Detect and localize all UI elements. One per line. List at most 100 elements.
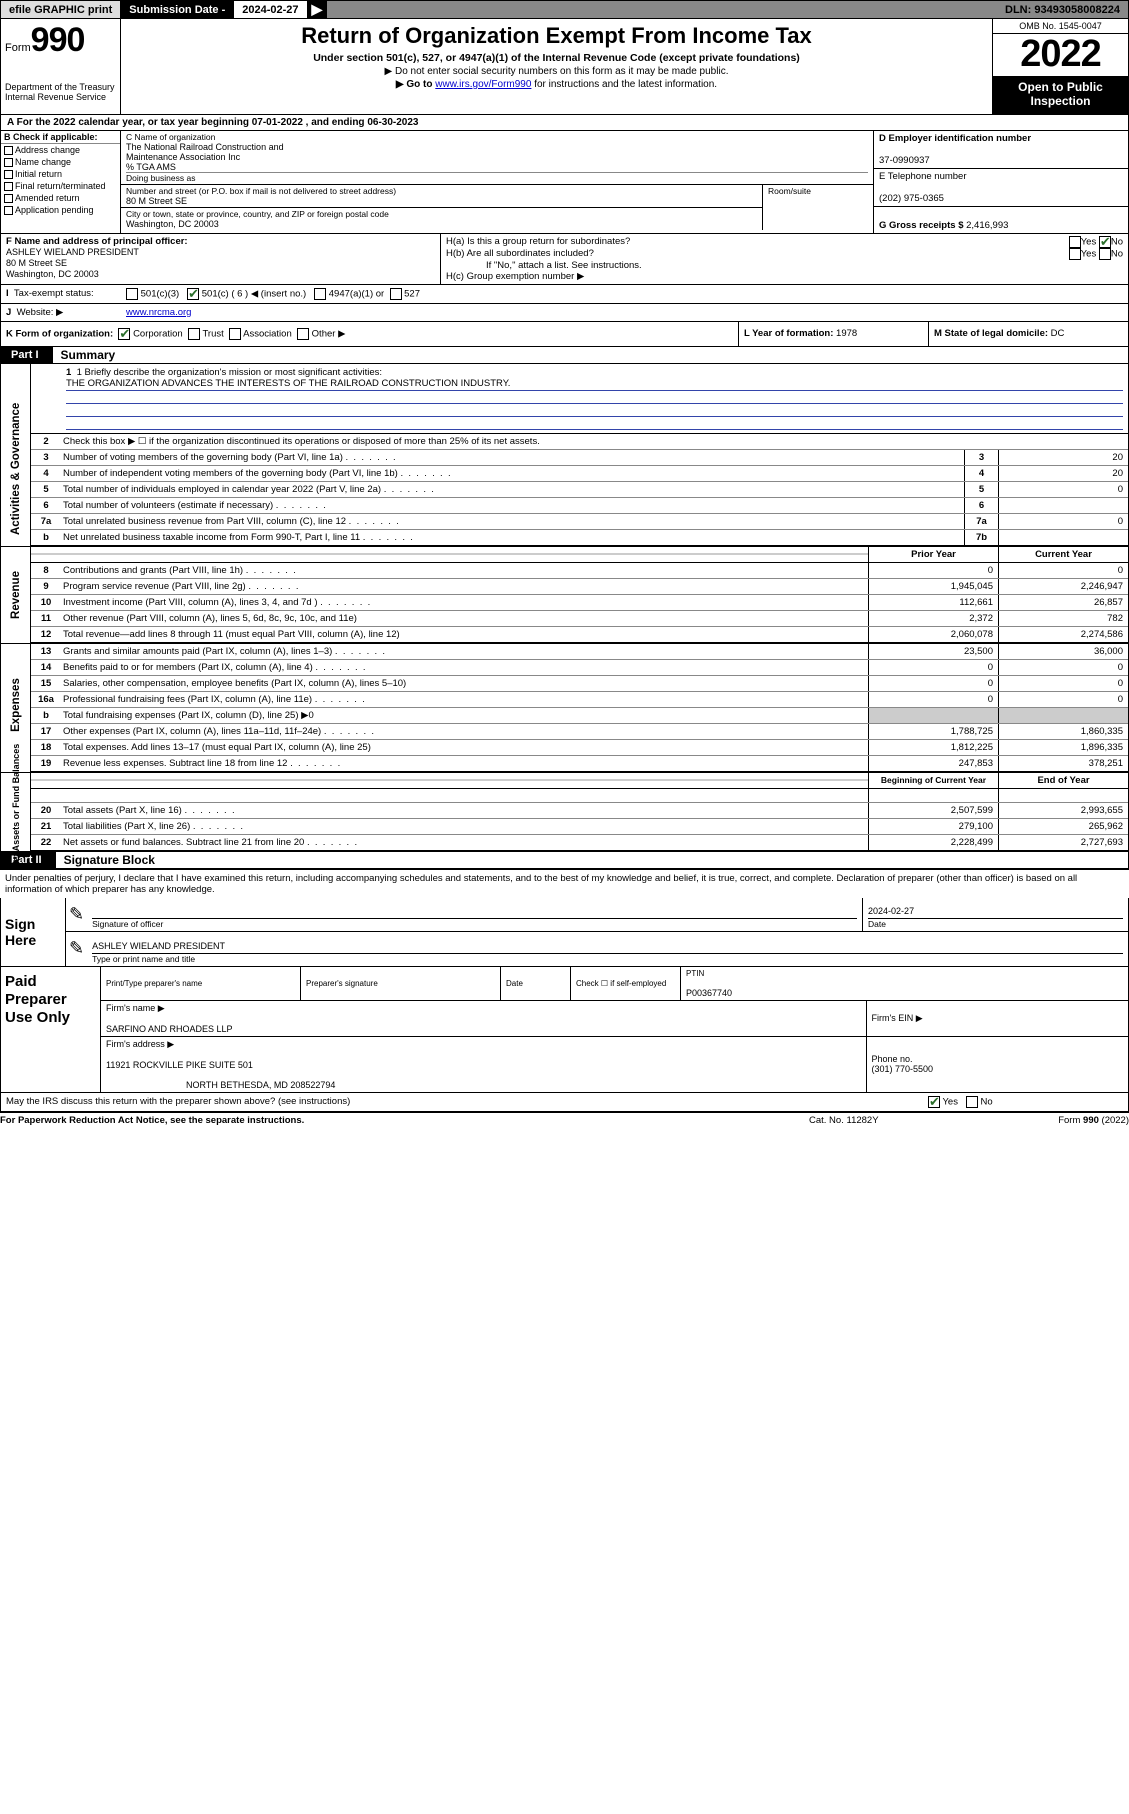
paid-block: Paid Preparer Use Only Print/Type prepar… (0, 967, 1129, 1093)
row-i: I Tax-exempt status: 501(c)(3) 501(c) ( … (0, 285, 1129, 304)
form-number: Form990 (5, 21, 116, 60)
room-suite: Room/suite (763, 185, 873, 230)
ha-yes: Yes (1069, 236, 1097, 248)
line-6: 6Total number of volunteers (estimate if… (31, 498, 1128, 514)
revenue-body: Prior YearCurrent Year 8Contributions an… (31, 547, 1128, 643)
opt-address: Address change (1, 144, 120, 156)
address-row: Number and street (or P.O. box if mail i… (121, 185, 873, 230)
penalty-text: Under penalties of perjury, I declare th… (0, 869, 1129, 898)
ein-label: D Employer identification number (879, 133, 1031, 144)
form-ref: Form 990 (2022) (989, 1115, 1129, 1126)
org-name-row: C Name of organization The National Rail… (121, 131, 873, 185)
expenses-body: 13Grants and similar amounts paid (Part … (31, 644, 1128, 772)
blank-line (66, 391, 1123, 404)
ha-no: No (1099, 236, 1123, 248)
dba-label: Doing business as (126, 172, 868, 183)
line-19: 19Revenue less expenses. Subtract line 1… (31, 756, 1128, 772)
instructions-link[interactable]: www.irs.gov/Form990 (435, 79, 531, 90)
line-15: 15Salaries, other compensation, employee… (31, 676, 1128, 692)
city-label: City or town, state or province, country… (126, 209, 389, 219)
irs: Internal Revenue Service (5, 92, 116, 102)
paid-row-1: Print/Type preparer's name Preparer's si… (101, 967, 1128, 1001)
row-l: L Year of formation: 1978 (738, 322, 928, 346)
officer-addr2: Washington, DC 20003 (6, 269, 99, 279)
discuss-row: May the IRS discuss this return with the… (0, 1093, 1129, 1112)
sign-block: Sign Here ✎ Signature of officer 2024-02… (0, 898, 1129, 967)
line1-label: 1 1 Briefly describe the organization's … (66, 367, 1123, 378)
officer-addr1: 80 M Street SE (6, 258, 67, 268)
form-digits: 990 (31, 21, 85, 59)
hb-label: H(b) Are all subordinates included? (446, 248, 1069, 260)
part-i-num: Part I (1, 347, 53, 363)
part-ii-header: Part II Signature Block (0, 852, 1129, 869)
line-20: 20Total assets (Part X, line 16)2,507,59… (31, 803, 1128, 819)
opt-pending: Application pending (1, 204, 120, 216)
governance-tab: Activities & Governance (1, 364, 31, 546)
discuss-ans: Yes No (928, 1096, 1128, 1108)
line-16b: bTotal fundraising expenses (Part IX, co… (31, 708, 1128, 724)
box-b-label: B Check if applicable: (1, 131, 120, 144)
opt-final: Final return/terminated (1, 180, 120, 192)
i-key: I Tax-exempt status: (1, 285, 121, 303)
row-j: J Website: ▶ www.nrcma.org (0, 304, 1129, 322)
header-left: Form990 Department of the Treasury Inter… (1, 19, 121, 114)
officer-name: ASHLEY WIELAND PRESIDENT (6, 247, 139, 257)
netassets-body: Beginning of Current YearEnd of Year 20T… (31, 773, 1128, 851)
blank-line (66, 404, 1123, 417)
line-5: 5Total number of individuals employed in… (31, 482, 1128, 498)
dln: DLN: 93493058008224 (997, 1, 1128, 18)
form-header: Form990 Department of the Treasury Inter… (0, 19, 1129, 115)
line-16a: 16aProfessional fundraising fees (Part I… (31, 692, 1128, 708)
paid-label: Paid Preparer Use Only (1, 967, 101, 1092)
sig-row-1: ✎ Signature of officer 2024-02-27 Date (66, 898, 1128, 932)
prep-name: Print/Type preparer's name (101, 967, 301, 1000)
arrow-icon: ▶ (308, 1, 328, 18)
hb-line: H(b) Are all subordinates included? Yes … (446, 248, 1123, 260)
city-row: City or town, state or province, country… (121, 208, 762, 230)
submission-date: 2024-02-27 (234, 1, 307, 18)
org-name-2: Maintenance Association Inc (126, 152, 240, 162)
line-22: 22Net assets or fund balances. Subtract … (31, 835, 1128, 851)
org-name-1: The National Railroad Construction and (126, 142, 284, 152)
j-key: J Website: ▶ (1, 304, 121, 321)
officer-label: F Name and address of principal officer: (6, 236, 188, 247)
form-word: Form (5, 42, 31, 54)
firm-phone: Phone no. (301) 770-5500 (867, 1037, 1129, 1092)
form-title: Return of Organization Exempt From Incom… (129, 23, 984, 49)
hb-no: No (1099, 248, 1123, 260)
netassets-tab: Net Assets or Fund Balances (1, 773, 31, 851)
rev-header: Prior YearCurrent Year (31, 547, 1128, 563)
box-e: E Telephone number (202) 975-0365 (874, 169, 1128, 207)
header-center: Return of Organization Exempt From Incom… (121, 19, 993, 114)
pen-icon: ✎ (66, 938, 87, 959)
j-website: www.nrcma.org (121, 304, 1128, 321)
fh-block: F Name and address of principal officer:… (0, 234, 1129, 285)
i-opts: 501(c)(3) 501(c) ( 6 ) ◀ (insert no.) 49… (121, 285, 1128, 303)
website-link[interactable]: www.nrcma.org (126, 307, 191, 318)
submission-date-label: Submission Date - (121, 1, 234, 18)
dept-treasury: Department of the Treasury (5, 82, 116, 92)
phone: (202) 975-0365 (879, 193, 944, 204)
sig-row-2: ✎ ASHLEY WIELAND PRESIDENT Type or print… (66, 932, 1128, 966)
line-13: 13Grants and similar amounts paid (Part … (31, 644, 1128, 660)
discuss-q: May the IRS discuss this return with the… (1, 1096, 928, 1108)
prep-date: Date (501, 967, 571, 1000)
box-d: D Employer identification number 37-0990… (874, 131, 1128, 169)
revenue-section: Revenue Prior YearCurrent Year 8Contribu… (0, 547, 1129, 644)
line-11: 11Other revenue (Part VIII, column (A), … (31, 611, 1128, 627)
na-header: Beginning of Current YearEnd of Year (31, 773, 1128, 789)
opt-amended: Amended return (1, 192, 120, 204)
line-3: 3Number of voting members of the governi… (31, 450, 1128, 466)
line-4: 4Number of independent voting members of… (31, 466, 1128, 482)
line-7a: 7aTotal unrelated business revenue from … (31, 514, 1128, 530)
street: 80 M Street SE (126, 196, 187, 206)
street-row: Number and street (or P.O. box if mail i… (121, 185, 762, 208)
care-of: % TGA AMS (126, 162, 176, 172)
governance-section: Activities & Governance 1 1 Briefly desc… (0, 364, 1129, 547)
revenue-tab: Revenue (1, 547, 31, 643)
line-14: 14Benefits paid to or for members (Part … (31, 660, 1128, 676)
street-label: Number and street (or P.O. box if mail i… (126, 186, 396, 196)
box-b: B Check if applicable: Address change Na… (1, 131, 121, 233)
sign-right: ✎ Signature of officer 2024-02-27 Date ✎… (66, 898, 1128, 966)
line-12: 12Total revenue—add lines 8 through 11 (… (31, 627, 1128, 643)
